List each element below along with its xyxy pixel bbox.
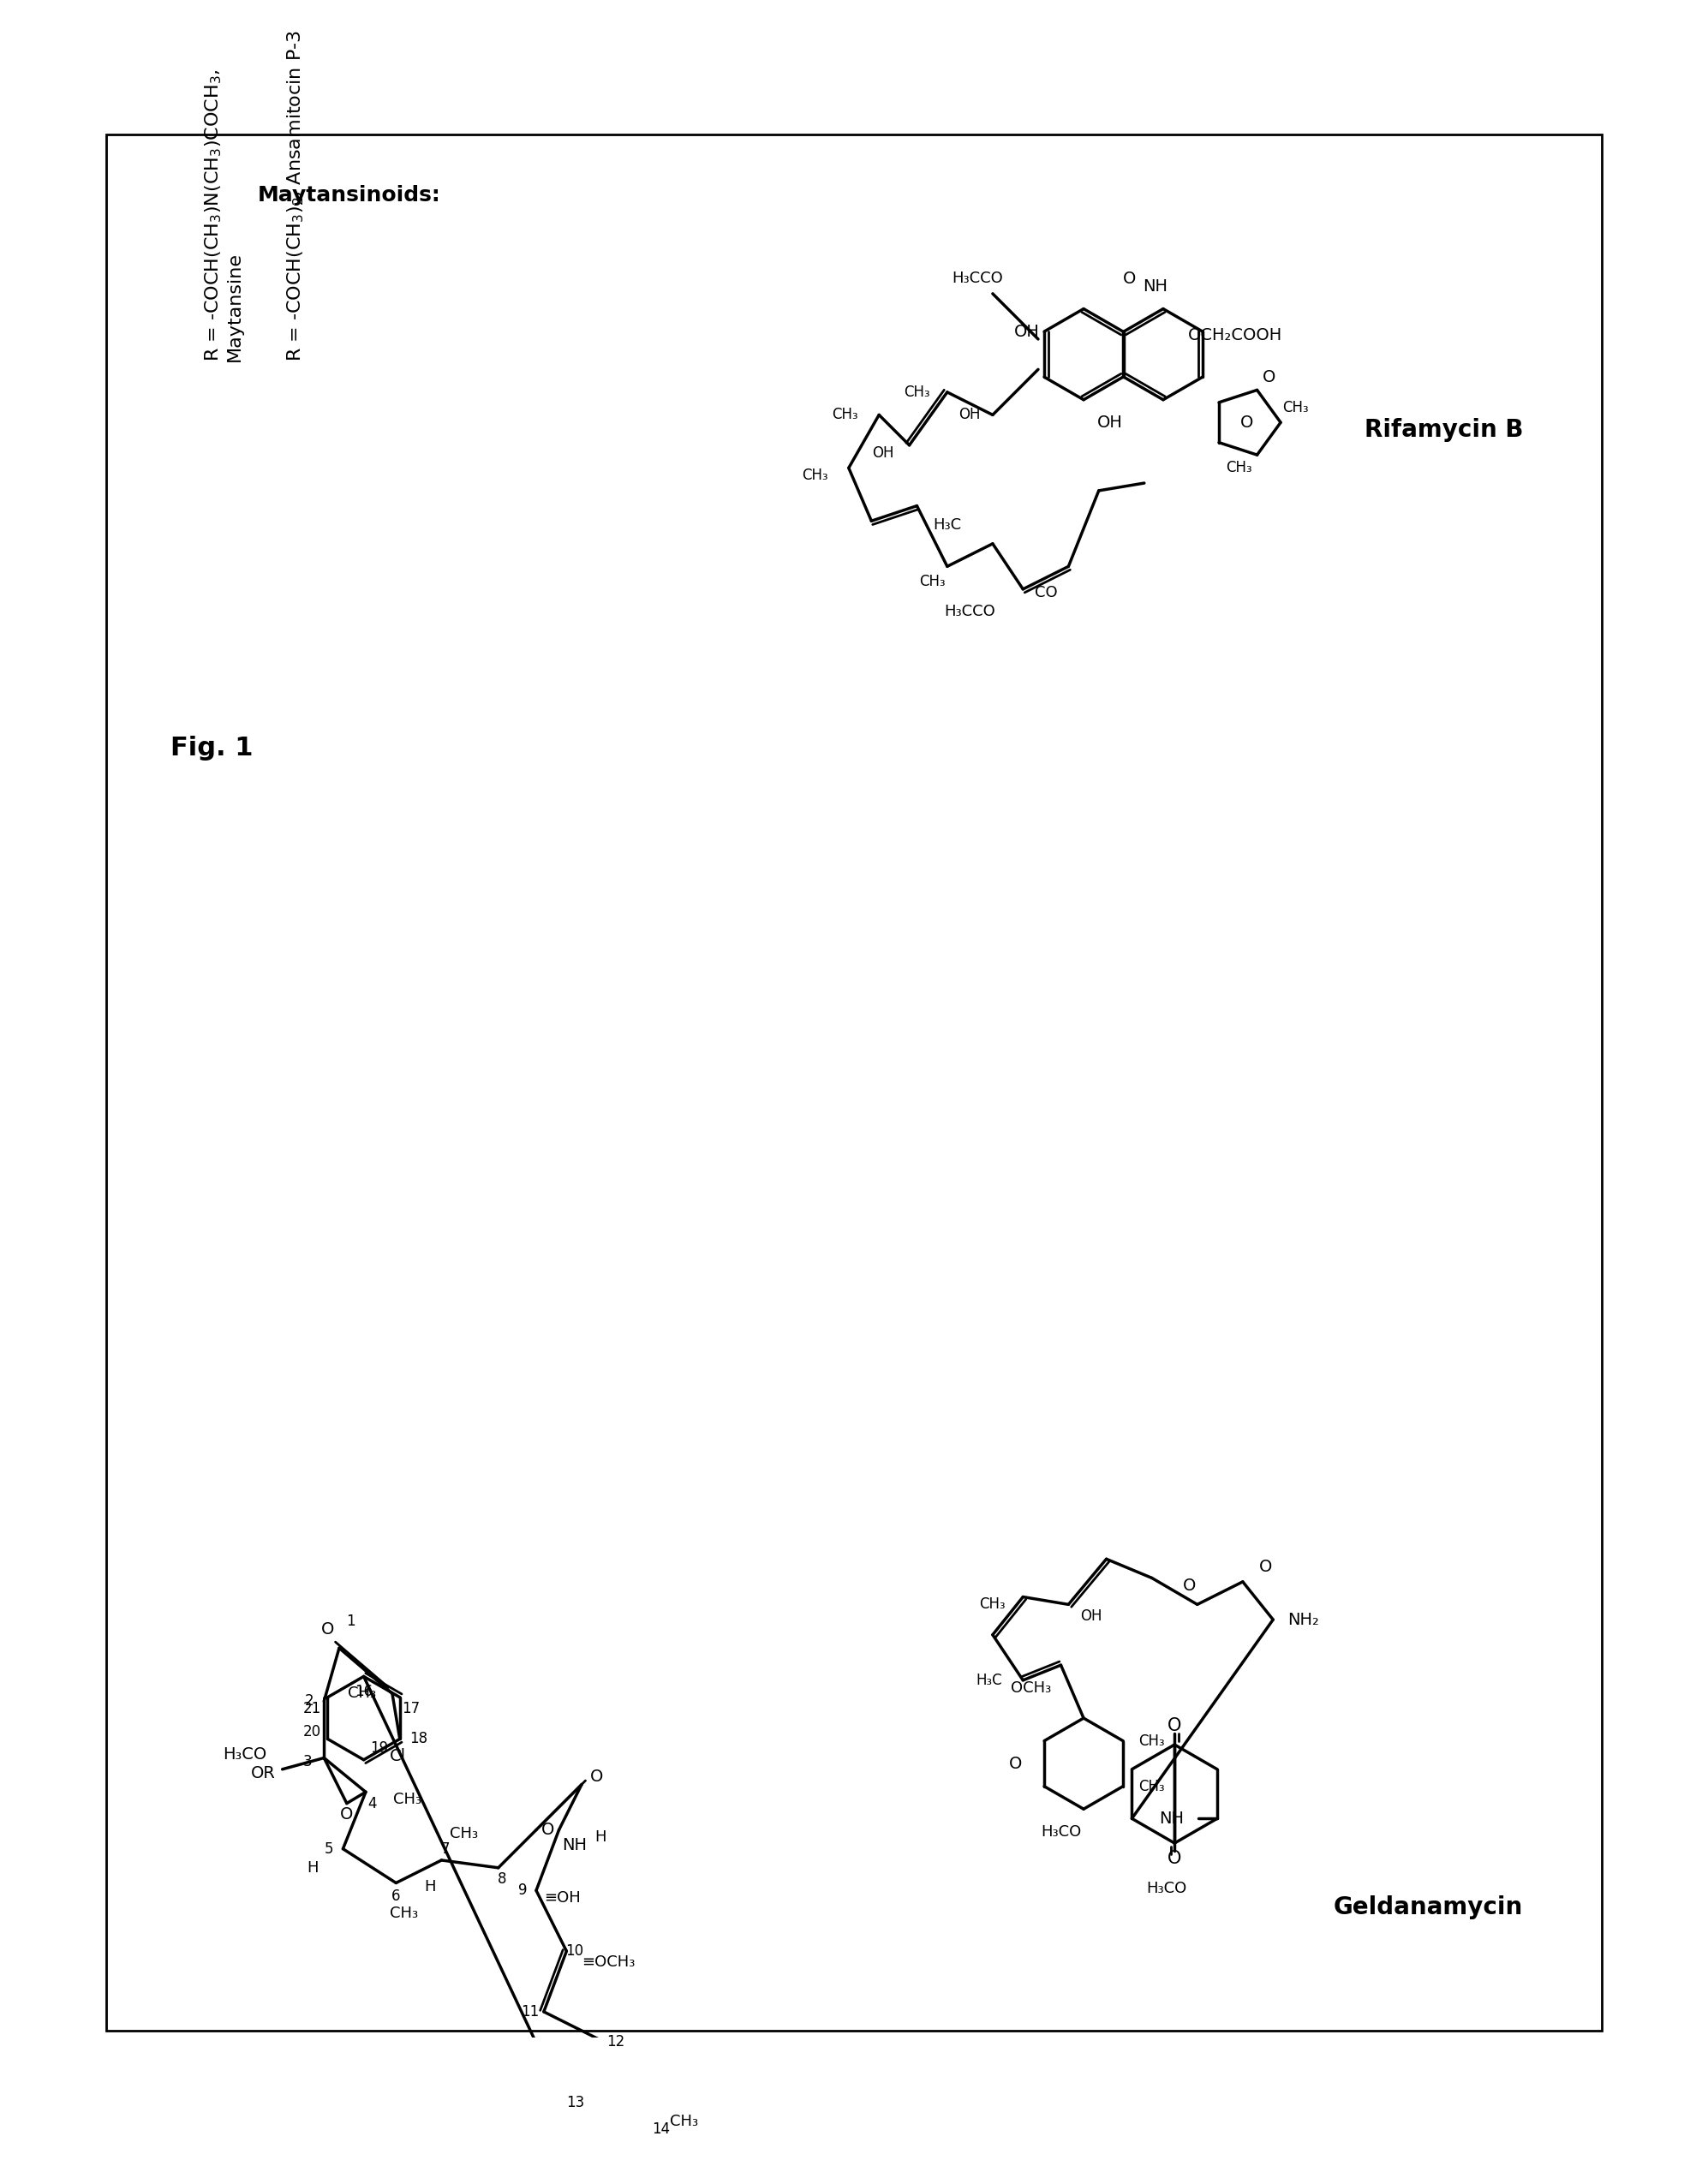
- Text: 9: 9: [518, 1884, 528, 1899]
- Text: 19: 19: [371, 1741, 388, 1756]
- Text: H₃CO: H₃CO: [1146, 1881, 1187, 1896]
- Text: OH: OH: [958, 408, 980, 423]
- Text: 16: 16: [355, 1685, 372, 1700]
- Text: Maytansinoids:: Maytansinoids:: [258, 186, 441, 205]
- Text: OR: OR: [251, 1765, 275, 1782]
- Text: H₃C: H₃C: [933, 516, 962, 534]
- Text: H₃CCO: H₃CCO: [951, 270, 1003, 287]
- Text: OH: OH: [1015, 324, 1040, 339]
- Text: NH: NH: [562, 1836, 586, 1853]
- Text: H₃C: H₃C: [975, 1672, 1003, 1687]
- Text: H₃CCO: H₃CCO: [945, 605, 996, 620]
- Text: O: O: [591, 1769, 603, 1784]
- Text: CH₃: CH₃: [980, 1596, 1006, 1611]
- Text: Cl: Cl: [389, 1747, 407, 1765]
- Text: 13: 13: [567, 2095, 584, 2110]
- Text: 6: 6: [391, 1888, 400, 1905]
- Text: CH₃: CH₃: [919, 575, 945, 590]
- Text: NH₂: NH₂: [1288, 1611, 1319, 1629]
- Text: O: O: [1184, 1577, 1196, 1594]
- Text: CO: CO: [1035, 585, 1057, 600]
- Text: 7: 7: [441, 1840, 449, 1858]
- Text: O: O: [1259, 1560, 1272, 1575]
- Text: Rifamycin B: Rifamycin B: [1365, 419, 1524, 443]
- Text: CH₃: CH₃: [1139, 1732, 1165, 1750]
- Text: OH: OH: [871, 445, 893, 460]
- Text: NH: NH: [1143, 279, 1168, 294]
- Text: ≡OCH₃: ≡OCH₃: [581, 1955, 635, 1970]
- Text: CH₃: CH₃: [449, 1825, 478, 1840]
- Text: H: H: [594, 1830, 606, 1845]
- Text: Fig. 1: Fig. 1: [171, 737, 253, 760]
- Text: CH₃: CH₃: [389, 1905, 418, 1920]
- Text: CH₃: CH₃: [393, 1793, 422, 1808]
- Text: 3: 3: [302, 1754, 313, 1769]
- Text: CH₃: CH₃: [1226, 460, 1252, 475]
- Text: ≡OH: ≡OH: [545, 1890, 581, 1905]
- Text: H: H: [307, 1860, 318, 1875]
- Text: NH: NH: [1160, 1810, 1184, 1827]
- Text: H₃CO: H₃CO: [224, 1745, 266, 1763]
- Text: Geldanamycin: Geldanamycin: [1334, 1896, 1524, 1920]
- Text: O: O: [1240, 415, 1254, 430]
- Text: OH: OH: [1097, 415, 1122, 430]
- Text: 4: 4: [367, 1795, 376, 1810]
- Text: 10: 10: [565, 1944, 582, 1959]
- Text: OCH₃: OCH₃: [1011, 1680, 1050, 1696]
- Text: H₃CO: H₃CO: [1040, 1823, 1081, 1840]
- Text: O: O: [1168, 1849, 1182, 1866]
- Text: O: O: [1262, 369, 1276, 384]
- Text: H: H: [424, 1879, 436, 1894]
- Text: O: O: [340, 1806, 354, 1823]
- Text: CH₃: CH₃: [670, 2115, 699, 2130]
- Text: OH: OH: [1079, 1609, 1102, 1624]
- Text: O: O: [1168, 1717, 1182, 1734]
- Text: 21: 21: [304, 1700, 321, 1717]
- Text: CH₃: CH₃: [1283, 400, 1308, 415]
- Text: OCH₂COOH: OCH₂COOH: [1189, 326, 1283, 343]
- Text: O: O: [1122, 270, 1136, 287]
- Text: CH₃: CH₃: [1139, 1778, 1165, 1795]
- Text: O: O: [541, 1821, 553, 1838]
- Text: 2: 2: [304, 1693, 314, 1709]
- Text: 1: 1: [347, 1614, 355, 1629]
- Text: 11: 11: [521, 2004, 540, 2020]
- Text: CH₃: CH₃: [801, 469, 828, 484]
- Text: 18: 18: [410, 1732, 427, 1747]
- Text: R = -COCH(CH$_3$)N(CH$_3$)COCH$_3$,
Maytansine: R = -COCH(CH$_3$)N(CH$_3$)COCH$_3$, Mayt…: [203, 69, 244, 363]
- Text: 8: 8: [497, 1871, 507, 1888]
- Text: 5: 5: [325, 1840, 333, 1858]
- Text: O: O: [1009, 1756, 1021, 1771]
- Text: 20: 20: [304, 1724, 321, 1739]
- Text: 14: 14: [652, 2121, 670, 2136]
- Text: 12: 12: [606, 2035, 625, 2050]
- Text: CH₃: CH₃: [904, 384, 931, 400]
- Text: CH₃: CH₃: [832, 408, 857, 423]
- Text: R = -COCH(CH$_3$)$_2$, Ansamitocin P-3: R = -COCH(CH$_3$)$_2$, Ansamitocin P-3: [285, 30, 306, 363]
- Text: O: O: [321, 1620, 335, 1637]
- Text: 17: 17: [401, 1700, 420, 1717]
- Text: CH₃: CH₃: [348, 1685, 376, 1702]
